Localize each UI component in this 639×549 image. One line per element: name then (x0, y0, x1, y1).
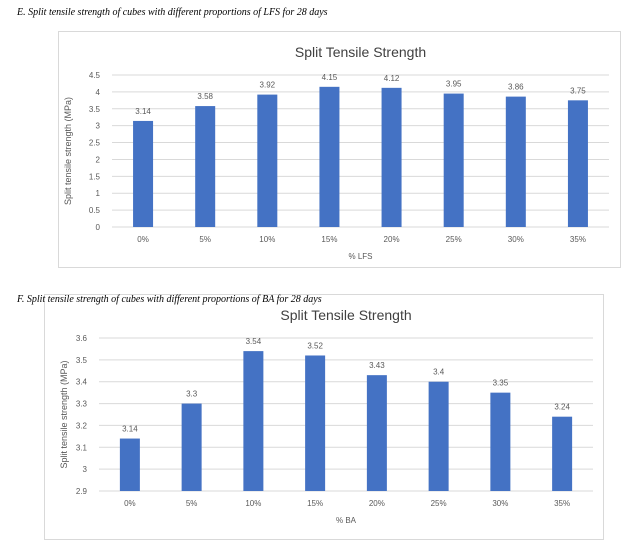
data-label: 3.92 (260, 81, 276, 90)
bar-25pct (443, 93, 464, 227)
x-tick-label: 30% (508, 235, 524, 244)
chart-title: Split Tensile Strength (295, 44, 426, 60)
y-tick-label: 3.2 (76, 421, 88, 430)
bar-10pct (243, 351, 264, 491)
x-tick-label: 0% (137, 235, 149, 244)
data-label: 3.95 (446, 80, 462, 89)
x-tick-label: 25% (446, 235, 462, 244)
chart-lfs-svg: Split Tensile Strength 0 0.5 1 1.5 2 2.5 3 3.5 4 4… (63, 44, 609, 261)
y-tick-label: 4.5 (89, 71, 101, 80)
data-label: 3.35 (493, 379, 509, 388)
y-tick-label: 3 (96, 122, 101, 131)
y-axis-label: Split tensile strength (MPa) (63, 97, 73, 205)
bar-30pct (490, 392, 511, 491)
x-tick-label: 5% (199, 235, 211, 244)
y-tick-label: 4 (96, 88, 101, 97)
bar-5pct (195, 106, 216, 227)
y-tick-label: 3.6 (76, 334, 88, 343)
bar-30pct (505, 96, 526, 228)
bar-0pct (133, 120, 154, 227)
figure-caption-ba: F. Split tensile strength of cubes with … (17, 294, 322, 305)
bar-35pct (552, 416, 573, 491)
x-tick-label: 10% (259, 235, 275, 244)
data-label: 3.24 (554, 403, 570, 412)
x-tick-label: 15% (321, 235, 337, 244)
y-tick-label: 2 (96, 155, 101, 164)
y-tick-label: 3.3 (76, 400, 88, 409)
data-label: 3.14 (135, 107, 151, 116)
data-label: 3.3 (186, 390, 198, 399)
bar-20pct (366, 375, 387, 491)
y-axis-label: Split tensile strength (MPa) (59, 360, 69, 468)
y-tick-label: 3.1 (76, 443, 88, 452)
y-tick-label: 3.5 (76, 356, 88, 365)
x-tick-label: 35% (554, 499, 570, 508)
data-label: 4.12 (384, 74, 400, 83)
data-label: 3.52 (307, 341, 323, 350)
x-tick-label: 0% (124, 499, 136, 508)
x-tick-label: 20% (369, 499, 385, 508)
data-label: 3.43 (369, 361, 385, 370)
x-tick-label: 25% (431, 499, 447, 508)
chart-lfs-split-tensile: Split Tensile Strength 0 0.5 1 1.5 2 2.5 3 3.5 4 4… (58, 31, 621, 268)
data-label: 4.15 (322, 73, 338, 82)
x-tick-label: 30% (492, 499, 508, 508)
x-tick-label: 35% (570, 235, 586, 244)
y-tick-label: 3.5 (89, 105, 101, 114)
data-label: 3.75 (570, 86, 586, 95)
y-tick-label: 3 (83, 465, 88, 474)
x-axis-label: % BA (336, 516, 357, 525)
y-tick-label: 2.5 (89, 139, 101, 148)
y-tick-label: 3.4 (76, 378, 88, 387)
data-label: 3.54 (246, 337, 262, 346)
x-axis-label: % LFS (348, 252, 372, 261)
y-tick-label: 0 (96, 223, 101, 232)
bar-15pct (305, 355, 326, 491)
x-tick-label: 5% (186, 499, 198, 508)
y-tick-label: 1 (96, 189, 101, 198)
chart-title: Split Tensile Strength (280, 307, 411, 323)
y-tick-label: 2.9 (76, 487, 88, 496)
data-label: 3.58 (197, 92, 213, 101)
data-label: 3.4 (433, 368, 445, 377)
y-tick-label: 1.5 (89, 172, 101, 181)
chart-ba-split-tensile: Split Tensile Strength 2.9 3 3.1 3.2 3.3 3.4 3.… (44, 294, 604, 540)
bar-10pct (257, 94, 278, 227)
chart-ba-svg: Split Tensile Strength 2.9 3 3.1 3.2 3.3 3.4 3.… (59, 307, 593, 525)
bar-25pct (428, 381, 449, 491)
data-label: 3.14 (122, 425, 138, 434)
data-label: 3.86 (508, 83, 524, 92)
bar-0pct (119, 438, 140, 491)
x-tick-label: 10% (245, 499, 261, 508)
x-tick-label: 15% (307, 499, 323, 508)
bar-15pct (319, 86, 340, 227)
bar-5pct (181, 403, 202, 491)
bar-20pct (381, 87, 402, 227)
y-tick-label: 0.5 (89, 206, 101, 215)
bar-35pct (567, 100, 588, 227)
x-tick-label: 20% (384, 235, 400, 244)
figure-caption-lfs: E. Split tensile strength of cubes with … (17, 7, 328, 18)
